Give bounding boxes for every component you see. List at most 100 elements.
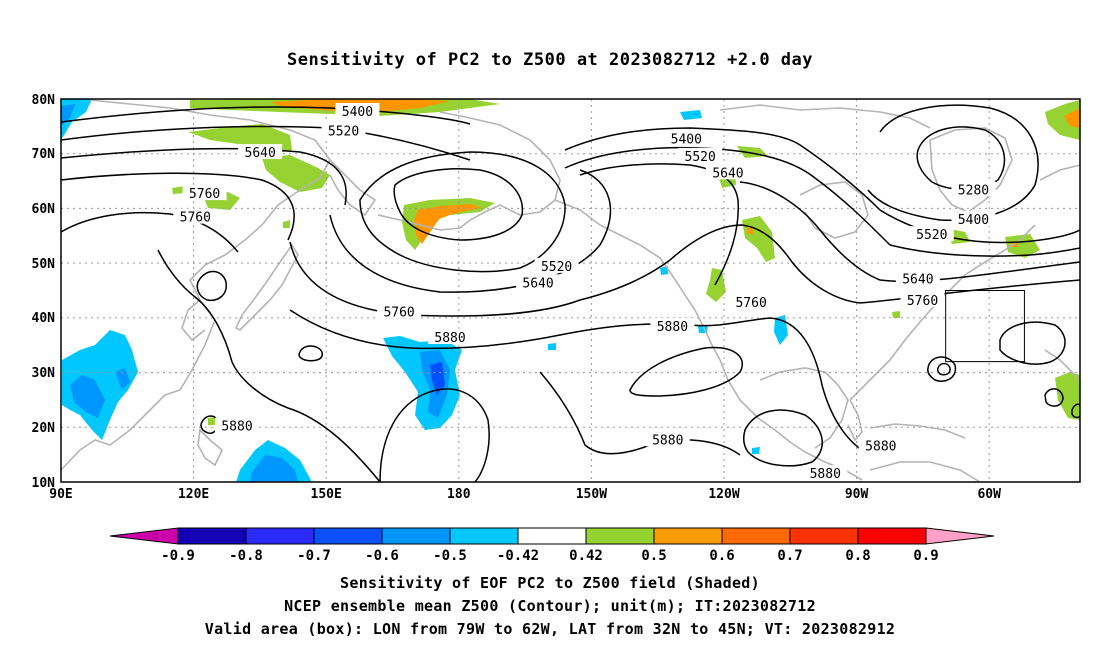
contour-label-bg bbox=[534, 257, 579, 273]
pos-shading-small-3 bbox=[283, 220, 290, 228]
colorbar-segment bbox=[857, 527, 927, 545]
contour-label-bg bbox=[182, 185, 227, 201]
footer-line-2: NCEP ensemble mean Z500 (Contour); unit(… bbox=[284, 597, 816, 615]
colorbar-tick-label: -0.7 bbox=[297, 548, 331, 564]
lon-label-180: 180 bbox=[447, 487, 471, 502]
neg-shading-spot-2 bbox=[774, 315, 788, 345]
contour-label-bg bbox=[650, 318, 695, 334]
neg-shading-w-pacific bbox=[62, 330, 138, 440]
contour-5520-atlantic-2 bbox=[889, 244, 1080, 257]
contour-5520-atlantic bbox=[879, 209, 1080, 244]
contour-label-bg bbox=[335, 103, 380, 119]
lon-label-150w: 150W bbox=[576, 487, 607, 502]
lat-label-30n: 30N bbox=[32, 366, 56, 381]
contour-atlantic-small-2 bbox=[1071, 403, 1080, 419]
contour-5880-central-loop bbox=[379, 388, 490, 482]
contour-label-bg bbox=[678, 147, 723, 163]
colorbar-segment bbox=[245, 527, 315, 545]
contour-label-bg bbox=[909, 226, 954, 242]
colorbar-segment bbox=[653, 527, 723, 545]
contour-label-bg bbox=[645, 431, 690, 447]
contour-label-bg bbox=[516, 274, 561, 290]
lon-label-60w: 60W bbox=[977, 487, 1001, 502]
contour-label-bg bbox=[238, 144, 283, 160]
colorbar-tick-label: 0.6 bbox=[709, 548, 734, 564]
contour-label: 5400 bbox=[958, 213, 989, 228]
contour-label: 5280 bbox=[958, 183, 989, 198]
pos-shading-n-atlantic bbox=[1005, 234, 1040, 258]
lon-label-120w: 120W bbox=[708, 487, 739, 502]
contour-bermuda-inner bbox=[936, 362, 951, 376]
contour-bermuda-outer bbox=[927, 356, 957, 382]
colorbar-tick-label: -0.8 bbox=[229, 548, 263, 564]
contour-labels: 5400552056405760576054005520564052805400… bbox=[173, 103, 996, 482]
contour-label: 5520 bbox=[685, 150, 716, 165]
lon-label-150e: 150E bbox=[311, 487, 342, 502]
coast-korea bbox=[181, 299, 206, 342]
contour-label: 5880 bbox=[652, 433, 683, 448]
contour-label-bg bbox=[215, 417, 260, 433]
colorbar-tick-label: 0.7 bbox=[777, 548, 802, 564]
map-frame bbox=[60, 98, 1081, 483]
contour-label: 5640 bbox=[712, 166, 743, 181]
pos-shading-rockies bbox=[706, 268, 726, 302]
contour-label-bg bbox=[803, 465, 848, 481]
colorbar-segment bbox=[177, 527, 247, 545]
contour-label: 5640 bbox=[522, 276, 553, 291]
coast-hudson bbox=[799, 181, 869, 239]
contour-label-bg bbox=[729, 293, 774, 309]
contour-label-bg bbox=[428, 329, 473, 345]
coast-philippines bbox=[197, 428, 223, 467]
contour-label: 5520 bbox=[541, 260, 572, 275]
contour-5760-mid bbox=[289, 241, 671, 317]
neg-shading-central-pacific bbox=[383, 336, 462, 430]
contour-5640-east-lower bbox=[739, 181, 1080, 283]
coast-mexico-gulf bbox=[759, 367, 849, 449]
pos-shading-ne-corner bbox=[1045, 100, 1080, 140]
colorbar-tick-label: 0.9 bbox=[913, 548, 938, 564]
contour-5760-west-upper bbox=[61, 172, 295, 241]
contour-label: 5880 bbox=[865, 439, 896, 454]
contour-5880-pacific-loop bbox=[629, 346, 744, 397]
contour-label: 5880 bbox=[810, 467, 841, 482]
coast-africa bbox=[1044, 349, 1080, 381]
contour-label: 5760 bbox=[383, 305, 414, 320]
contour-label: 5880 bbox=[221, 420, 252, 435]
colorbar-segment bbox=[381, 527, 451, 545]
pos-shading-alaska-gulf-core bbox=[414, 204, 482, 244]
contour-atlantic-ridge-loop bbox=[999, 321, 1066, 365]
contour-label-bg bbox=[951, 210, 996, 226]
contour-label-bg bbox=[900, 291, 945, 307]
contour-label: 5640 bbox=[902, 272, 933, 287]
neg-shading-spot-5 bbox=[548, 343, 556, 350]
contour-label: 5640 bbox=[245, 146, 276, 161]
lat-axis-labels: 80N 70N 60N 50N 40N 30N 20N 10N bbox=[32, 93, 56, 491]
colorbar-over-triangle bbox=[925, 527, 995, 545]
contour-5880-central bbox=[289, 309, 691, 350]
contour-label: 5880 bbox=[657, 320, 688, 335]
contour-label-bg bbox=[895, 270, 940, 286]
lat-label-20n: 20N bbox=[32, 421, 56, 436]
contour-5880-gulf-loop bbox=[743, 409, 823, 467]
contour-label: 5520 bbox=[916, 228, 947, 243]
colorbar-under-triangle bbox=[109, 527, 179, 545]
contour-5880-east bbox=[689, 317, 866, 453]
lon-label-90w: 90W bbox=[845, 487, 869, 502]
neg-shading-w-pacific-spot bbox=[115, 368, 130, 390]
colorbar-tick-label: -0.42 bbox=[497, 548, 539, 564]
contour-label-bg bbox=[664, 130, 709, 146]
contour-label-bg bbox=[321, 122, 366, 138]
contour-label: 5760 bbox=[907, 294, 938, 309]
coast-nw-america bbox=[554, 199, 863, 481]
colorbar-tick-label: 0.8 bbox=[845, 548, 870, 564]
contour-atlantic-small-1 bbox=[1044, 388, 1064, 407]
footer-line-1: Sensitivity of EOF PC2 to Z500 field (Sh… bbox=[340, 574, 760, 592]
neg-shading-central-pacific-dark bbox=[430, 362, 445, 395]
contour-5760-west-lower bbox=[61, 211, 239, 253]
colorbar-segment bbox=[517, 527, 587, 545]
pos-shading-small-1 bbox=[172, 186, 186, 194]
chart-title: Sensitivity of PC2 to Z500 at 2023082712… bbox=[286, 50, 813, 70]
colorbar-segment bbox=[585, 527, 655, 545]
coast-kamchatka bbox=[329, 159, 377, 217]
